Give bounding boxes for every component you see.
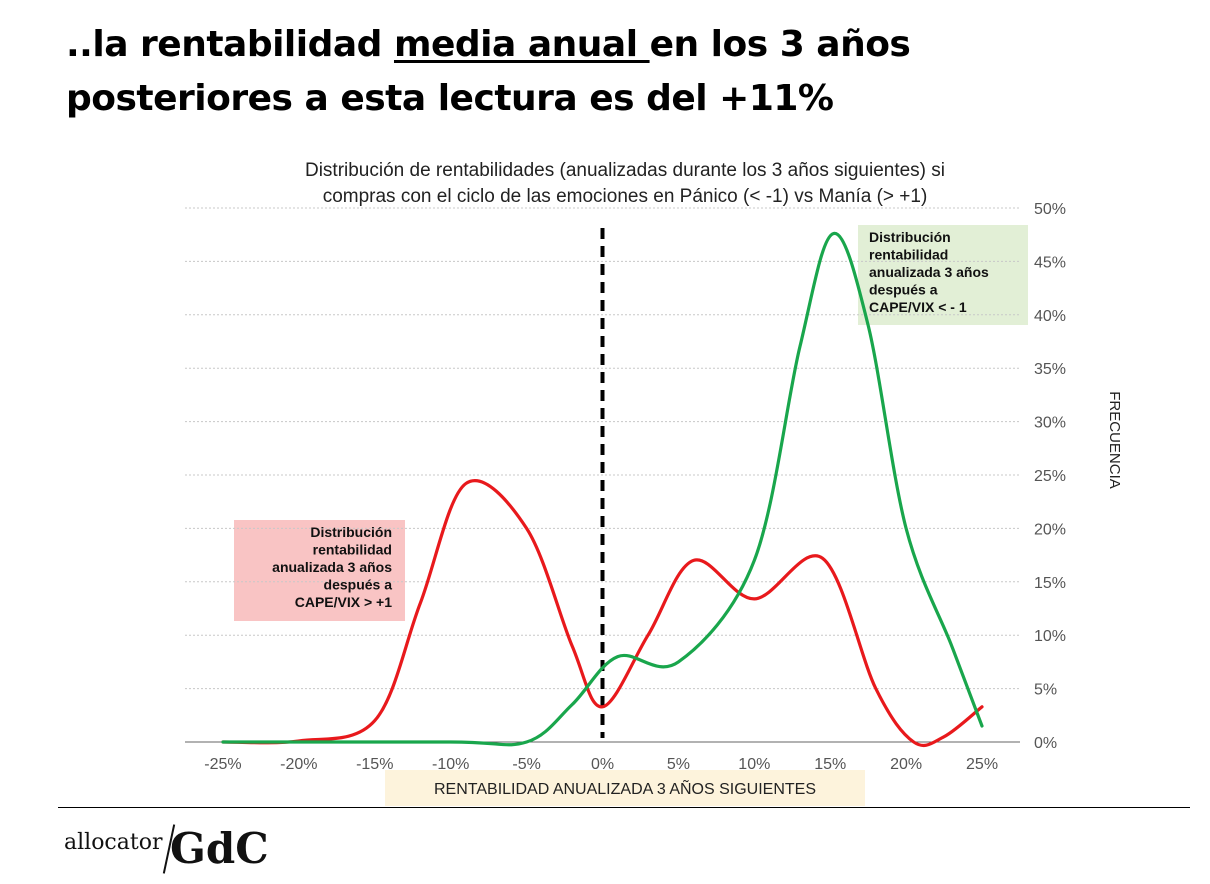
annotation-line: rentabilidad (313, 542, 392, 558)
annotation-line: rentabilidad (869, 247, 948, 263)
x-axis-label: RENTABILIDAD ANUALIZADA 3 AÑOS SIGUIENTE… (434, 778, 816, 798)
xlabel-box (385, 770, 865, 806)
chart-title-line-2: compras con el ciclo de las emociones en… (323, 186, 928, 207)
headline: ..la rentabilidad media anual en los 3 a… (66, 18, 1186, 126)
y-tick-label: 50% (1034, 201, 1066, 218)
x-tick-label: -25% (204, 756, 241, 773)
x-tick-label: 15% (814, 756, 846, 773)
chart-title-line-1: Distribución de rentabilidades (anualiza… (305, 160, 945, 181)
annotation-line: después a (869, 282, 938, 298)
x-tick-label: 5% (667, 756, 690, 773)
panico-series-line (221, 231, 984, 747)
distribution-chart: 0% 5% 10% 15% 20% 25% 30% 35% 40% 45% 50% -25% -20%… (185, 160, 1123, 806)
headline-line-2: posteriores a esta lectura es del +11% (66, 78, 834, 119)
headline-underlined: media anual (393, 24, 650, 65)
x-tick-label: -10% (432, 756, 469, 773)
annotation-line: anualizada 3 años (272, 559, 392, 575)
annotation-line: CAPE/VIX > +1 (295, 594, 392, 610)
y-tick-label: 25% (1034, 468, 1066, 485)
headline-line-1: ..la rentabilidad media anual en los 3 a… (66, 18, 1186, 72)
logo-allocator-text: allocator (64, 830, 163, 855)
x-tick-label: -15% (356, 756, 393, 773)
y-tick-label: 0% (1034, 735, 1057, 752)
annotation-line: anualizada 3 años (869, 264, 989, 280)
y-tick-label: 40% (1034, 308, 1066, 325)
footer-divider (58, 807, 1190, 808)
mania-annotation-box (234, 520, 405, 621)
y-tick-label: 45% (1034, 254, 1066, 271)
x-tick-label: -20% (280, 756, 317, 773)
x-tick-label: -5% (512, 756, 540, 773)
y-tick-label: 30% (1034, 415, 1066, 432)
x-tick-label: 25% (966, 756, 998, 773)
annotation-line: Distribución (869, 229, 951, 245)
x-tick-labels: -25% -20% -15% -10% -5% 0% 5% 10% 15% 20% 25% (204, 756, 998, 773)
annotation-line: Distribución (310, 524, 392, 540)
x-tick-label: 10% (738, 756, 770, 773)
annotation-line: CAPE/VIX < - 1 (869, 299, 967, 315)
y-tick-label: 35% (1034, 361, 1066, 378)
headline-part-2: en los 3 años (649, 24, 911, 65)
mania-series-line (221, 479, 984, 747)
x-tick-label: 20% (890, 756, 922, 773)
grid (185, 207, 1020, 743)
y-tick-label: 10% (1034, 628, 1066, 645)
y-tick-label: 5% (1034, 682, 1057, 699)
y-tick-label: 20% (1034, 521, 1066, 538)
y-axis-label: FRECUENCIA (1106, 391, 1123, 489)
y-tick-label: 15% (1034, 575, 1066, 592)
annotation-line: después a (324, 577, 393, 593)
y-tick-labels: 0% 5% 10% 15% 20% 25% 30% 35% 40% 45% 50% (1034, 201, 1066, 752)
headline-part-1: ..la rentabilidad (66, 24, 394, 65)
panico-annotation-box (858, 225, 1028, 325)
logo-gdc-text: GdC (170, 824, 269, 873)
x-tick-label: 0% (591, 756, 614, 773)
